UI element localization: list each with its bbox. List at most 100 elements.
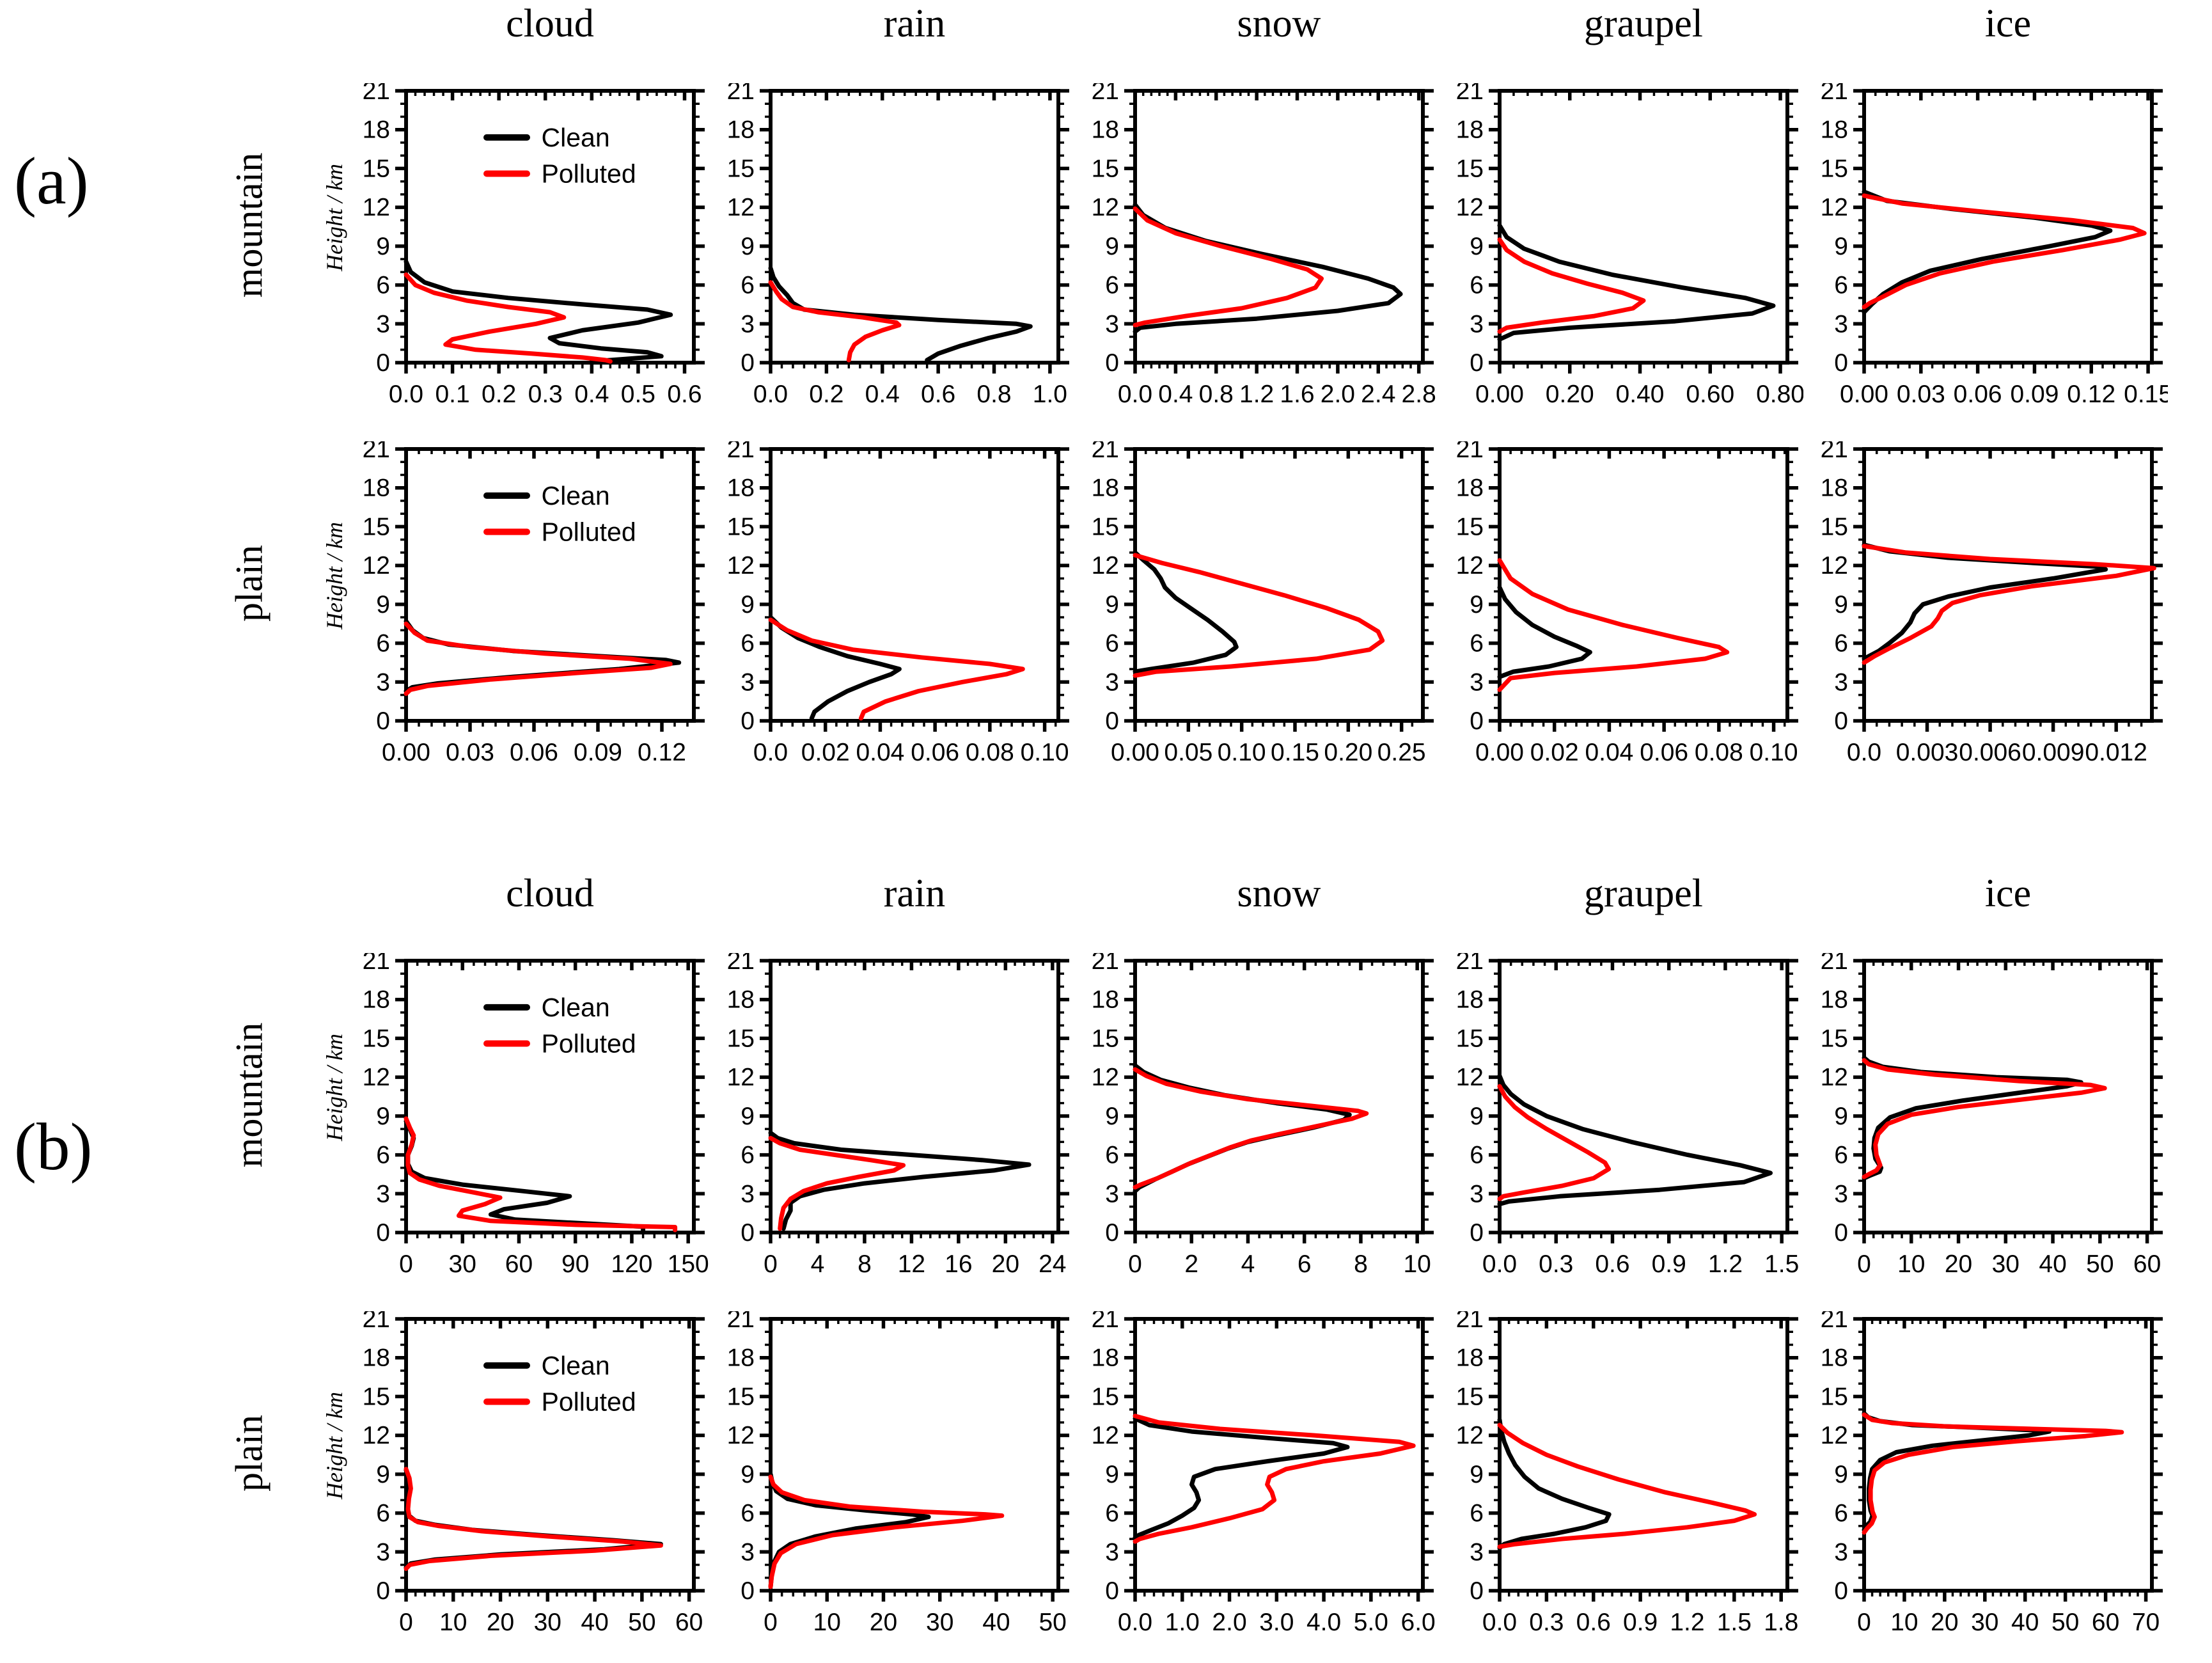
- y-tick-label: 15: [363, 1383, 390, 1410]
- y-tick-label: 9: [1105, 1103, 1119, 1130]
- y-tick-label: 21: [727, 83, 755, 105]
- x-tick-label: 0.012: [2085, 739, 2147, 766]
- x-tick-label: 60: [2092, 1609, 2119, 1636]
- y-tick-label: 18: [727, 986, 755, 1014]
- x-tick-label: 0.00: [1111, 739, 1159, 766]
- x-tick-label: 16: [945, 1250, 972, 1278]
- y-tick-label: 6: [741, 630, 755, 658]
- x-tick-label: 0.9: [1623, 1609, 1658, 1636]
- y-tick-label: 9: [1834, 233, 1848, 260]
- y-tick-label: 18: [363, 986, 390, 1014]
- x-tick-label: 0.09: [2010, 381, 2059, 408]
- x-tick-label: 10: [813, 1609, 841, 1636]
- polluted-curve: [404, 1116, 678, 1233]
- y-axis-title-a-plain: Height / km: [322, 522, 347, 629]
- chart-panel-b-plain-graupel: 0 3 6 9 12 15 18 21 0.0 0.3 0.6 0.9 1.2 1.5 1.8: [1439, 1311, 1803, 1657]
- chart-panel-a-mountain-cloud: 0 3 6 9 12 15 18 21 0.0 0.1 0.2 0.3 0.4 0.5 0.6 Clean Po…: [345, 83, 710, 429]
- x-tick-label: 24: [1039, 1250, 1066, 1278]
- x-tick-label: 0: [399, 1250, 413, 1278]
- y-tick-label: 6: [1105, 1500, 1119, 1527]
- polluted-curve: [1862, 193, 2147, 310]
- y-tick-label: 6: [741, 1142, 755, 1169]
- x-tick-label: 2.0: [1212, 1609, 1246, 1636]
- y-tick-label: 3: [1834, 310, 1848, 338]
- polluted-curve: [1862, 544, 2156, 665]
- y-tick-label: 9: [1470, 1103, 1484, 1130]
- y-tick-label: 6: [1470, 272, 1484, 299]
- x-tick-label: 0.12: [638, 739, 686, 766]
- x-tick-label: 40: [982, 1609, 1010, 1636]
- x-tick-label: 0.03: [1897, 381, 1945, 408]
- y-tick-label: 12: [363, 552, 390, 579]
- x-tick-label: 10: [439, 1609, 467, 1636]
- y-tick-label: 12: [727, 194, 755, 221]
- y-tick-label: 12: [1092, 194, 1119, 221]
- y-tick-label: 15: [1456, 155, 1484, 182]
- x-tick-label: 0.10: [1218, 739, 1266, 766]
- x-tick-label: 0.00: [1475, 739, 1524, 766]
- column-title-cloud-b: cloud: [506, 872, 594, 915]
- x-tick-label: 0.25: [1377, 739, 1426, 766]
- y-tick-label: 12: [1821, 194, 1848, 221]
- clean-curve: [1133, 550, 1239, 674]
- x-tick-label: 20: [870, 1609, 897, 1636]
- polluted-curve: [404, 621, 673, 696]
- x-tick-label: 0.06: [1954, 381, 2002, 408]
- x-tick-label: 0.6: [1595, 1250, 1629, 1278]
- x-tick-label: 20: [1945, 1250, 1972, 1278]
- y-tick-label: 15: [1821, 1025, 1848, 1052]
- y-tick-label: 18: [1821, 1344, 1848, 1372]
- x-tick-label: 30: [534, 1609, 561, 1636]
- column-title-ice-b: ice: [1984, 872, 2032, 915]
- clean-curve: [1133, 1416, 1350, 1540]
- x-tick-label: 0.06: [510, 739, 558, 766]
- x-tick-label: 0.0: [1847, 739, 1881, 766]
- x-tick-label: 0.02: [1530, 739, 1579, 766]
- x-tick-label: 0.04: [856, 739, 904, 766]
- y-tick-label: 12: [727, 1064, 755, 1091]
- clean-curve: [768, 615, 902, 721]
- chart-panel-b-plain-cloud: 0 3 6 9 12 15 18 21 0 10 20 30 40 50 60 Clean Polluted: [345, 1311, 710, 1657]
- polluted-curve: [1133, 206, 1324, 327]
- x-tick-label: 0.3: [1529, 1609, 1564, 1636]
- y-tick-label: 18: [1821, 116, 1848, 144]
- y-tick-label: 12: [363, 1422, 390, 1449]
- y-tick-label: 0: [741, 1219, 755, 1247]
- y-tick-label: 9: [1834, 1103, 1848, 1130]
- y-tick-label: 3: [1105, 668, 1119, 696]
- column-title-rain-a: rain: [883, 2, 946, 45]
- x-tick-label: 50: [2051, 1609, 2079, 1636]
- x-tick-label: 0: [764, 1250, 778, 1278]
- y-tick-label: 3: [1470, 1180, 1484, 1208]
- x-tick-label: 0.06: [1640, 739, 1688, 766]
- x-tick-label: 8: [858, 1250, 872, 1278]
- x-tick-label: 20: [1931, 1609, 1958, 1636]
- chart-panel-a-mountain-snow: 0 3 6 9 12 15 18 21 0.0 0.4 0.8 1.2 1.6 2.0 2.4 2.8: [1074, 83, 1439, 429]
- x-tick-label: 5.0: [1354, 1609, 1388, 1636]
- y-axis-title-a-mountain: Height / km: [322, 164, 347, 271]
- x-tick-label: 0: [1857, 1250, 1871, 1278]
- polluted-curve: [1497, 558, 1730, 692]
- x-tick-label: 1.8: [1764, 1609, 1798, 1636]
- y-tick-label: 12: [1092, 1064, 1119, 1091]
- x-tick-label: 60: [505, 1250, 533, 1278]
- y-tick-label: 9: [1470, 233, 1484, 260]
- row-label-plain-b: plain: [228, 1415, 271, 1492]
- y-tick-label: 12: [1092, 552, 1119, 579]
- y-tick-label: 6: [741, 1500, 755, 1527]
- x-tick-label: 0.3: [1539, 1250, 1573, 1278]
- x-tick-label: 0.00: [382, 739, 430, 766]
- x-tick-label: 50: [1039, 1609, 1066, 1636]
- chart-panel-b-plain-snow: 0 3 6 9 12 15 18 21 0.0 1.0 2.0 3.0 4.0 5.0 6.0: [1074, 1311, 1439, 1657]
- x-tick-label: 0.006: [1959, 739, 2021, 766]
- y-tick-label: 6: [1105, 630, 1119, 658]
- y-tick-label: 18: [1821, 986, 1848, 1014]
- y-tick-label: 3: [741, 1180, 755, 1208]
- x-tick-label: 0: [399, 1609, 413, 1636]
- y-tick-label: 21: [1092, 441, 1119, 463]
- y-tick-label: 3: [1834, 668, 1848, 696]
- clean-curve: [404, 1119, 646, 1233]
- y-tick-label: 9: [1470, 591, 1484, 619]
- y-tick-label: 9: [741, 1461, 755, 1488]
- y-tick-label: 15: [1456, 513, 1484, 540]
